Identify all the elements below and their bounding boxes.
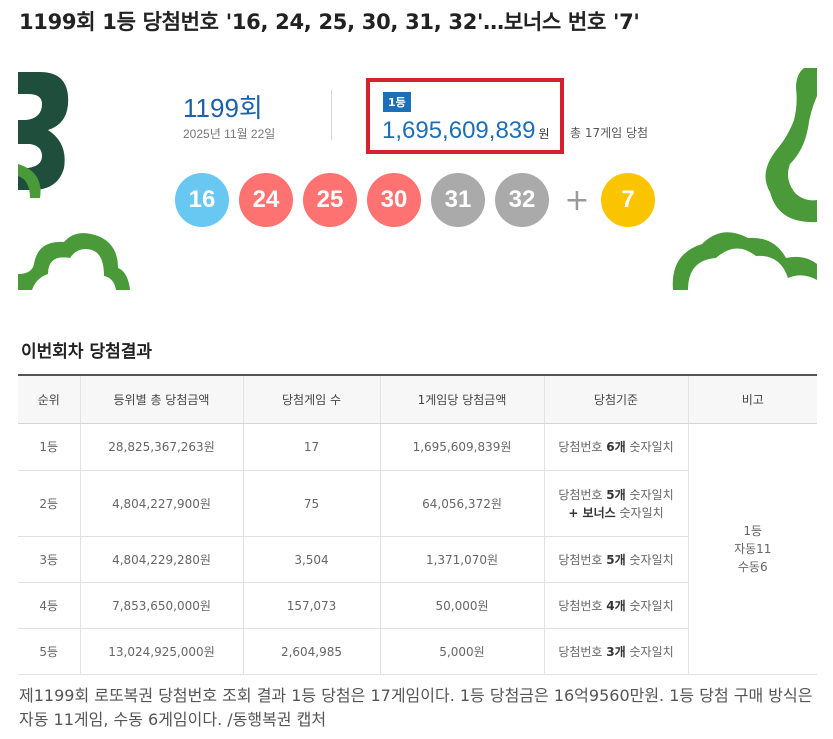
section-title: 이번회차 당첨결과 [21, 342, 153, 362]
deco-dark-swirl [18, 72, 69, 190]
prize-amount-value: 1,695,609,839 [382, 117, 536, 144]
results-table: 순위 등위별 총 당첨금액 당첨게임 수 1게임당 당첨금액 당첨기준 비고 1… [18, 374, 817, 675]
winner-count-note: 총 17게임 당첨 [570, 126, 649, 140]
cell-criteria: 당첨번호 6개 숫자일치 [543, 423, 688, 471]
cell-per-game: 64,056,372원 [379, 470, 544, 537]
cell-total: 4,804,227,900원 [79, 470, 243, 537]
cell-per-game: 1,695,609,839원 [379, 423, 544, 471]
cell-total: 4,804,229,280원 [79, 536, 243, 583]
col-header-per-game: 1게임당 당첨금액 [379, 374, 544, 424]
note-line: 자동11 [734, 542, 772, 556]
number-ball: 25 [303, 173, 357, 227]
cell-criteria: 당첨번호 5개 숫자일치 [543, 536, 688, 583]
cell-games: 75 [242, 470, 380, 537]
first-prize-amount: 1,695,609,839 원 [382, 117, 550, 145]
cell-total: 13,024,925,000원 [79, 628, 243, 675]
cell-criteria: 당첨번호 4개 숫자일치 [543, 582, 688, 629]
table-row: 3등 4,804,229,280원 3,504 1,371,070원 당첨번호 … [18, 536, 817, 583]
cell-rank: 3등 [18, 536, 80, 583]
first-prize-highlight-box: 1등 1,695,609,839 원 [366, 78, 564, 154]
cell-rank: 1등 [18, 423, 80, 471]
col-header-total: 등위별 총 당첨금액 [79, 374, 243, 424]
table-header-row: 순위 등위별 총 당첨금액 당첨게임 수 1게임당 당첨금액 당첨기준 비고 [18, 374, 817, 424]
image-caption: 제1199회 로또복권 당첨번호 조회 결과 1등 당첨은 17게임이다. 1등… [19, 686, 813, 729]
col-header-criteria: 당첨기준 [543, 374, 688, 424]
article-headline: 1199회 1등 당첨번호 '16, 24, 25, 30, 31, 32'…보… [19, 10, 640, 34]
bonus-ball: 7 [601, 173, 655, 227]
deco-green-swirl-right [765, 68, 817, 223]
divider [331, 90, 332, 140]
cell-rank: 4등 [18, 582, 80, 629]
cell-total: 28,825,367,263원 [79, 423, 243, 471]
cell-note: 1등 자동11 수동6 [687, 423, 817, 675]
decorative-shapes [18, 68, 817, 290]
cell-criteria: 당첨번호 3개 숫자일치 [543, 628, 688, 675]
cell-games: 17 [242, 423, 380, 471]
prize-amount-unit: 원 [538, 127, 550, 141]
winning-numbers: 16 24 25 30 31 32 + 7 [175, 173, 665, 227]
plus-icon: + [564, 182, 590, 218]
cell-per-game: 5,000원 [379, 628, 544, 675]
col-header-note: 비고 [687, 374, 817, 424]
deco-green-cloud-left [18, 233, 130, 290]
table-row: 1등 28,825,367,263원 17 1,695,609,839원 당첨번… [18, 423, 817, 675]
cell-total: 7,853,650,000원 [79, 582, 243, 629]
table-row: 5등 13,024,925,000원 2,604,985 5,000원 당첨번호… [18, 628, 817, 675]
cell-games: 3,504 [242, 536, 380, 583]
cell-rank: 5등 [18, 628, 80, 675]
cell-per-game: 1,371,070원 [379, 536, 544, 583]
cell-rank: 2등 [18, 470, 80, 537]
number-ball: 32 [495, 173, 549, 227]
cell-criteria: 당첨번호 5개 숫자일치 + 보너스 숫자일치 [543, 470, 688, 537]
draw-number: 1199회 [183, 93, 263, 123]
col-header-rank: 순위 [18, 374, 80, 424]
deco-green-arc-left [18, 164, 41, 198]
note-line: 수동6 [737, 560, 768, 574]
first-prize-badge: 1등 [383, 92, 411, 112]
deco-green-cloud-right [672, 232, 817, 290]
number-ball: 31 [431, 173, 485, 227]
table-row: 2등 4,804,227,900원 75 64,056,372원 당첨번호 5개… [18, 470, 817, 537]
cell-games: 157,073 [242, 582, 380, 629]
cell-games: 2,604,985 [242, 628, 380, 675]
lotto-result-banner: 1199회 2025년 11월 22일 1등 1,695,609,839 원 총 … [18, 68, 817, 290]
number-ball: 30 [367, 173, 421, 227]
cell-per-game: 50,000원 [379, 582, 544, 629]
number-ball: 16 [175, 173, 229, 227]
number-ball: 24 [239, 173, 293, 227]
note-line: 1등 [743, 524, 763, 538]
table-row: 4등 7,853,650,000원 157,073 50,000원 당첨번호 4… [18, 582, 817, 629]
draw-date: 2025년 11월 22일 [183, 127, 276, 141]
col-header-games: 당첨게임 수 [242, 374, 380, 424]
